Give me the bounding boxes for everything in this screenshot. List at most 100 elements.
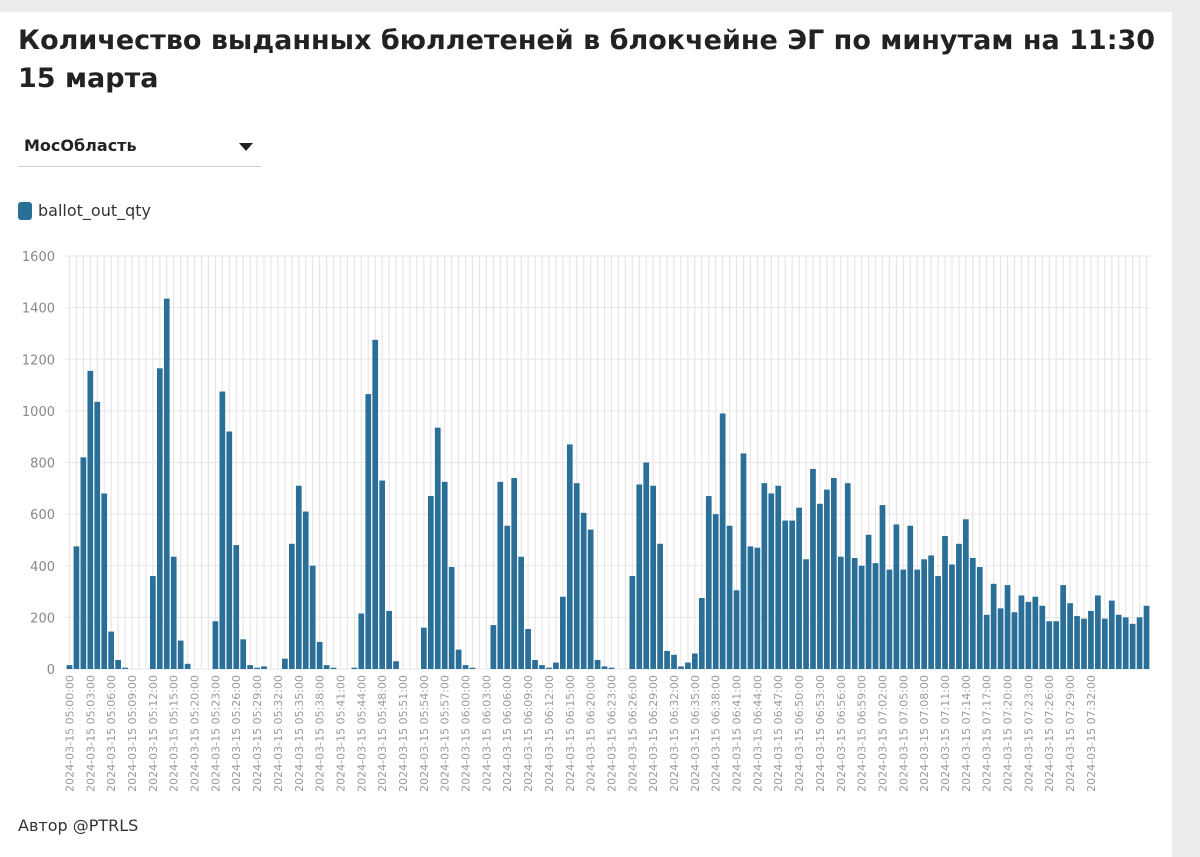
bar[interactable] bbox=[990, 583, 997, 669]
bar[interactable] bbox=[768, 493, 775, 669]
bar[interactable] bbox=[1129, 623, 1136, 669]
bar[interactable] bbox=[101, 493, 108, 669]
bar[interactable] bbox=[80, 457, 87, 669]
bar[interactable] bbox=[942, 536, 948, 669]
bar[interactable] bbox=[122, 667, 128, 669]
bar[interactable] bbox=[733, 590, 740, 669]
bar[interactable] bbox=[365, 394, 372, 669]
bar[interactable] bbox=[935, 576, 941, 669]
bar[interactable] bbox=[747, 546, 754, 669]
bar[interactable] bbox=[1011, 612, 1018, 669]
bar[interactable] bbox=[692, 653, 698, 669]
bar[interactable] bbox=[240, 639, 247, 669]
bar[interactable] bbox=[163, 298, 170, 669]
bar[interactable] bbox=[643, 462, 650, 670]
bar[interactable] bbox=[594, 659, 601, 669]
bar[interactable] bbox=[657, 543, 663, 669]
bar[interactable] bbox=[511, 477, 518, 669]
bar[interactable] bbox=[705, 496, 712, 669]
bar[interactable] bbox=[1081, 618, 1087, 669]
bar[interactable] bbox=[1074, 616, 1080, 669]
bar[interactable] bbox=[726, 525, 733, 669]
bar[interactable] bbox=[858, 565, 865, 669]
bar[interactable] bbox=[900, 569, 907, 669]
bar[interactable] bbox=[1101, 618, 1108, 669]
bar[interactable] bbox=[177, 640, 184, 669]
bar[interactable] bbox=[844, 483, 851, 669]
bar[interactable] bbox=[497, 481, 504, 669]
bar[interactable] bbox=[323, 665, 330, 669]
bar[interactable] bbox=[1088, 610, 1094, 669]
bar[interactable] bbox=[1032, 596, 1039, 669]
bar[interactable] bbox=[386, 610, 392, 669]
bar[interactable] bbox=[295, 485, 302, 669]
bar[interactable] bbox=[712, 514, 719, 669]
bar[interactable] bbox=[664, 650, 670, 669]
bar[interactable] bbox=[254, 667, 260, 669]
bar[interactable] bbox=[837, 556, 844, 669]
bar[interactable] bbox=[302, 511, 309, 669]
bar[interactable] bbox=[546, 667, 552, 669]
bar[interactable] bbox=[761, 483, 768, 669]
bar[interactable] bbox=[1115, 614, 1122, 669]
bar[interactable] bbox=[553, 662, 559, 669]
bar[interactable] bbox=[740, 453, 747, 669]
bar[interactable] bbox=[817, 503, 823, 669]
bar[interactable] bbox=[914, 569, 921, 669]
bar[interactable] bbox=[803, 559, 809, 669]
bar[interactable] bbox=[698, 598, 705, 669]
bar[interactable] bbox=[1039, 605, 1046, 669]
bar[interactable] bbox=[539, 665, 545, 669]
bar[interactable] bbox=[73, 546, 80, 669]
bar[interactable] bbox=[1004, 585, 1011, 669]
bar[interactable] bbox=[928, 555, 934, 669]
bar[interactable] bbox=[87, 370, 94, 669]
bar[interactable] bbox=[108, 631, 115, 669]
bar[interactable] bbox=[261, 666, 267, 669]
bar[interactable] bbox=[636, 484, 643, 669]
bar[interactable] bbox=[1067, 603, 1073, 669]
bar[interactable] bbox=[754, 547, 761, 669]
bar[interactable] bbox=[393, 661, 399, 669]
bar[interactable] bbox=[504, 525, 511, 669]
bar[interactable] bbox=[247, 665, 253, 669]
bar[interactable] bbox=[490, 625, 497, 669]
bar[interactable] bbox=[851, 558, 858, 669]
bar[interactable] bbox=[358, 613, 365, 669]
bar[interactable] bbox=[434, 427, 441, 669]
bar[interactable] bbox=[462, 665, 469, 669]
bar[interactable] bbox=[921, 559, 928, 669]
bar[interactable] bbox=[379, 480, 386, 669]
bar[interactable] bbox=[66, 665, 73, 669]
bar[interactable] bbox=[1046, 621, 1053, 669]
bar[interactable] bbox=[956, 543, 962, 669]
bar[interactable] bbox=[775, 485, 782, 669]
bar[interactable] bbox=[170, 556, 177, 669]
bar[interactable] bbox=[421, 627, 427, 669]
bar[interactable] bbox=[282, 658, 288, 669]
bar[interactable] bbox=[233, 545, 240, 669]
bar[interactable] bbox=[455, 649, 462, 669]
bar[interactable] bbox=[448, 567, 455, 669]
bar[interactable] bbox=[893, 524, 900, 669]
bar[interactable] bbox=[1122, 617, 1129, 669]
bar[interactable] bbox=[212, 621, 219, 669]
bar[interactable] bbox=[796, 507, 802, 669]
bar[interactable] bbox=[1053, 621, 1060, 669]
bar[interactable] bbox=[949, 564, 955, 669]
bar[interactable] bbox=[886, 569, 893, 669]
bar[interactable] bbox=[879, 505, 886, 669]
bar[interactable] bbox=[156, 368, 163, 669]
bar[interactable] bbox=[316, 641, 323, 669]
bar[interactable] bbox=[532, 659, 538, 669]
bar[interactable] bbox=[997, 608, 1004, 669]
bar[interactable] bbox=[865, 534, 872, 669]
bar[interactable] bbox=[1095, 595, 1101, 669]
bar[interactable] bbox=[469, 667, 476, 669]
bar[interactable] bbox=[566, 444, 573, 669]
bar[interactable] bbox=[226, 431, 233, 669]
bar[interactable] bbox=[983, 614, 990, 669]
bar[interactable] bbox=[976, 567, 983, 669]
bar[interactable] bbox=[184, 663, 191, 669]
bar[interactable] bbox=[601, 666, 608, 669]
